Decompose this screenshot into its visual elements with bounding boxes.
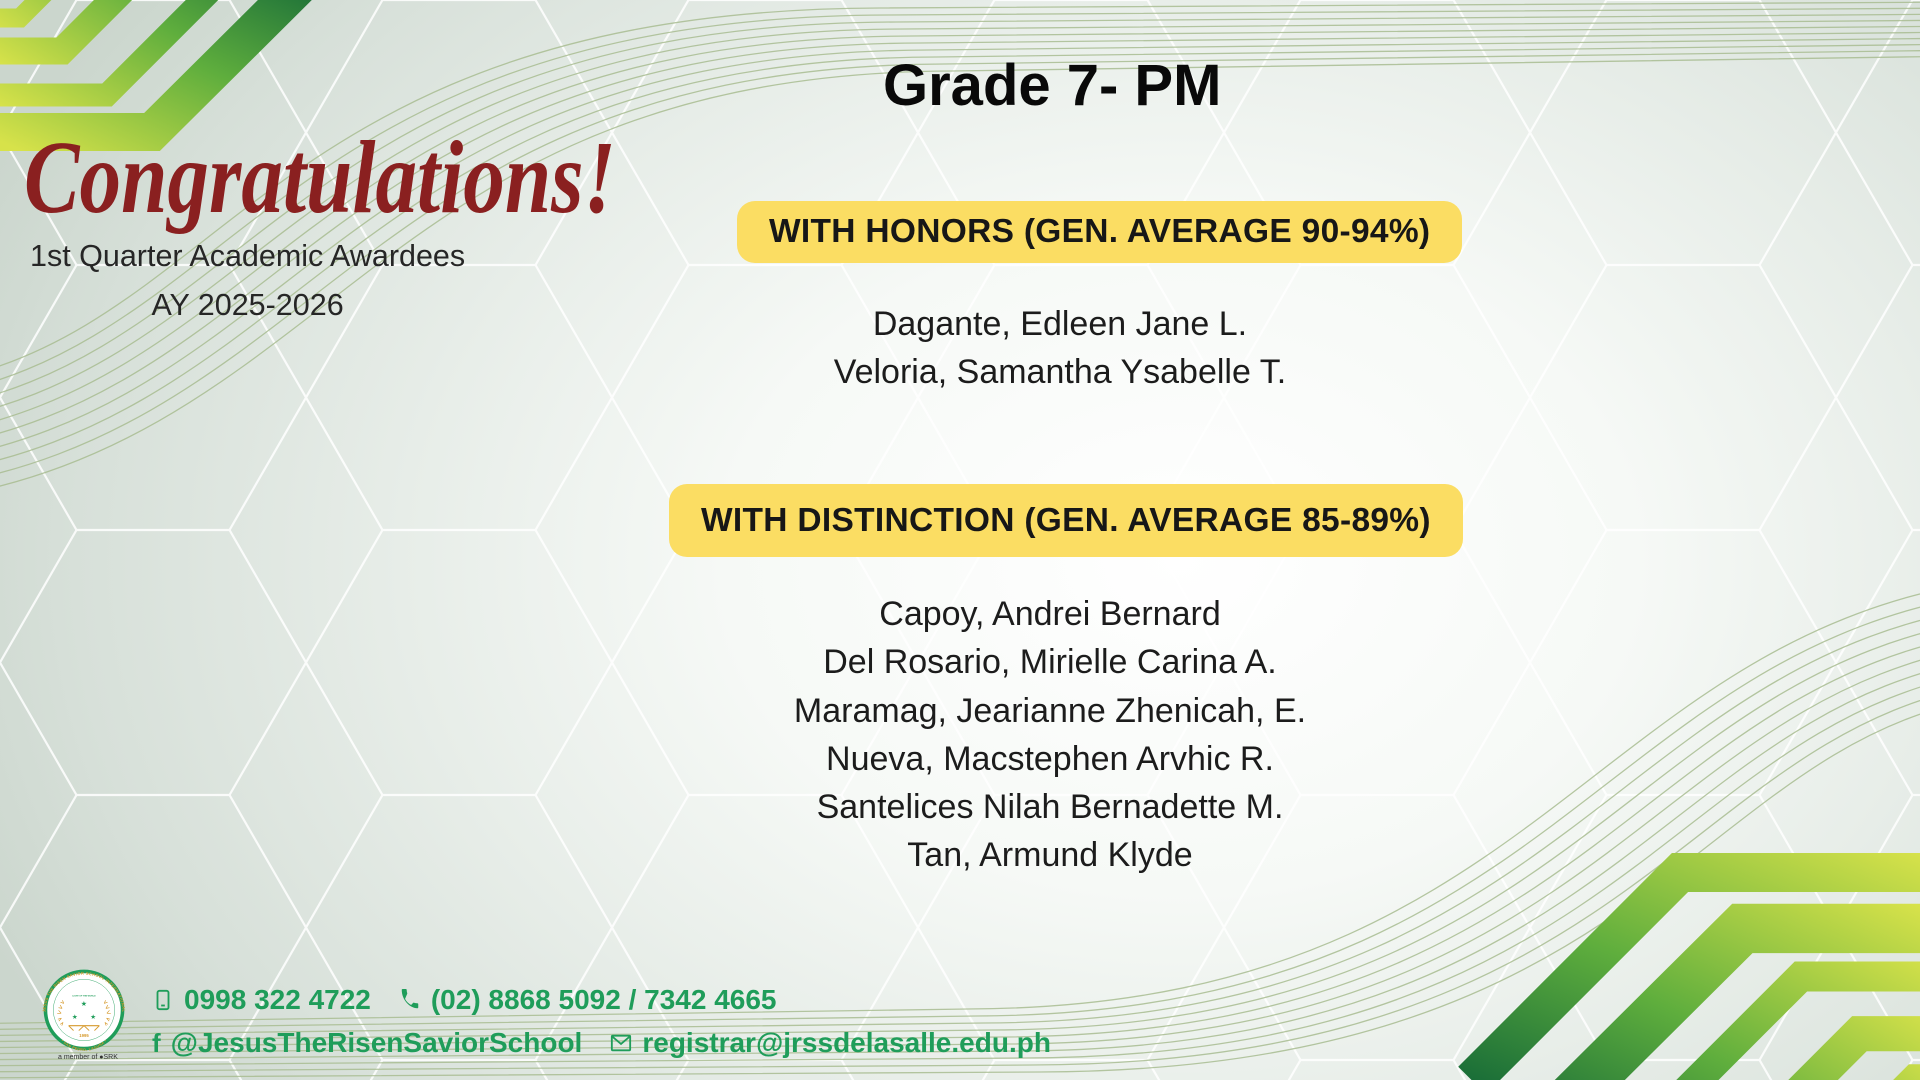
svg-text:★: ★ <box>81 1000 87 1008</box>
svg-text:★: ★ <box>72 1013 78 1021</box>
svg-text:★: ★ <box>90 1013 96 1021</box>
svg-text:LIGHT OF THE WORLD: LIGHT OF THE WORLD <box>72 995 96 997</box>
svg-text:1995: 1995 <box>79 1033 89 1038</box>
